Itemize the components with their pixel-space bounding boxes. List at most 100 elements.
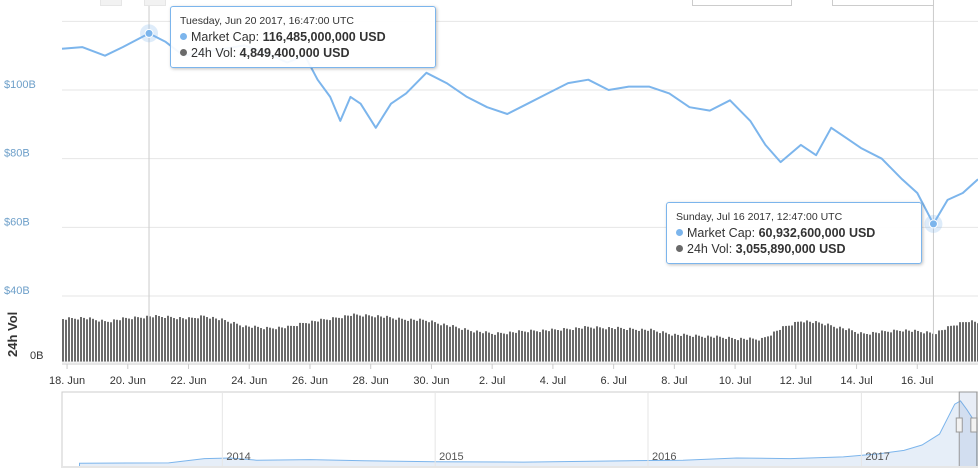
volume-bar xyxy=(494,334,496,362)
x-tick-label: 2. Jul xyxy=(479,375,505,387)
tooltip-market-cap-label: Market Cap: xyxy=(687,226,756,240)
volume-bar xyxy=(521,330,523,362)
volume-bar xyxy=(347,315,349,362)
volume-bar xyxy=(344,315,346,362)
volume-dot-icon xyxy=(676,245,683,252)
volume-bar xyxy=(209,318,211,362)
volume-bar xyxy=(686,334,688,362)
volume-bar xyxy=(191,317,193,362)
volume-bar xyxy=(86,319,88,362)
volume-bar xyxy=(590,327,592,362)
volume-bar xyxy=(734,339,736,362)
volume-bar xyxy=(818,322,820,362)
volume-bar xyxy=(485,331,487,362)
volume-bar xyxy=(425,320,427,362)
volume-bar xyxy=(581,328,583,362)
volume-bar xyxy=(68,317,70,362)
volume-bar xyxy=(284,328,286,362)
range-button[interactable] xyxy=(100,0,122,6)
volume-bar xyxy=(947,326,949,362)
x-tick-label: 8. Jul xyxy=(661,375,687,387)
date-from-input[interactable] xyxy=(692,0,792,6)
volume-bar xyxy=(302,322,304,362)
volume-bar xyxy=(461,329,463,362)
volume-bar xyxy=(185,319,187,362)
tooltip-jun-20: Tuesday, Jun 20 2017, 16:47:00 UTC Marke… xyxy=(170,6,436,68)
volume-bar xyxy=(476,330,478,362)
volume-bar xyxy=(641,328,643,362)
volume-bar xyxy=(929,332,931,362)
volume-bar xyxy=(827,323,829,362)
volume-bar xyxy=(125,317,127,362)
volume-bar xyxy=(260,328,262,362)
date-to-input[interactable] xyxy=(832,0,934,6)
volume-bar xyxy=(275,329,277,362)
volume-bar xyxy=(200,315,202,362)
volume-bar xyxy=(65,319,67,362)
volume-bar xyxy=(563,328,565,362)
volume-bar xyxy=(533,330,535,362)
volume-bar xyxy=(299,322,301,362)
volume-bar xyxy=(938,330,940,362)
volume-bar xyxy=(221,318,223,362)
volume-bar xyxy=(653,330,655,362)
volume-bar xyxy=(812,323,814,362)
volume-bar xyxy=(527,332,529,362)
volume-bar xyxy=(896,330,898,362)
market-cap-dot-icon xyxy=(180,33,187,40)
volume-bar xyxy=(893,329,895,362)
tooltip-vol-value: 4,849,400,000 USD xyxy=(239,46,350,60)
volume-bar xyxy=(503,333,505,362)
volume-bar xyxy=(368,315,370,362)
navigator-year-label: 2014 xyxy=(226,451,250,463)
volume-bar xyxy=(383,317,385,362)
volume-bar xyxy=(695,334,697,362)
volume-bar xyxy=(269,327,271,362)
navigator-year-label: 2015 xyxy=(439,451,463,463)
volume-bar xyxy=(416,320,418,362)
tooltip-vol-value: 3,055,890,000 USD xyxy=(735,242,846,256)
volume-bar xyxy=(707,335,709,362)
volume-bar xyxy=(731,337,733,362)
volume-bar xyxy=(365,314,367,362)
volume-bar xyxy=(542,329,544,362)
volume-bar xyxy=(101,319,103,362)
navigator-area xyxy=(79,400,978,469)
volume-bar xyxy=(164,317,166,362)
volume-bar xyxy=(644,329,646,362)
volume-bar xyxy=(395,319,397,362)
volume-bar xyxy=(71,318,73,362)
tooltip-vol-label: 24h Vol: xyxy=(687,242,733,256)
volume-bar xyxy=(770,335,772,362)
volume-bar xyxy=(377,315,379,362)
volume-bar xyxy=(911,331,913,362)
volume-bar xyxy=(833,326,835,362)
volume-bar xyxy=(575,327,577,362)
volume-bar xyxy=(569,329,571,362)
volume-bar xyxy=(155,315,157,362)
volume-bar xyxy=(863,333,865,362)
volume-bar xyxy=(953,325,955,362)
tooltip-date: Tuesday, Jun 20 2017, 16:47:00 UTC xyxy=(180,15,354,27)
volume-bar xyxy=(665,332,667,362)
volume-bar xyxy=(320,318,322,362)
volume-bar xyxy=(737,340,739,362)
volume-bar xyxy=(314,321,316,362)
volume-bar xyxy=(440,325,442,362)
volume-bar xyxy=(308,323,310,362)
volume-bar xyxy=(647,330,649,362)
x-tick-label: 14. Jul xyxy=(840,375,872,387)
volume-bar xyxy=(290,325,292,362)
volume-bar xyxy=(239,325,241,362)
tooltip-vol-row: 24h Vol: 4,849,400,000 USD xyxy=(180,45,426,61)
volume-bar xyxy=(401,318,403,362)
volume-bar xyxy=(683,333,685,362)
navigator-handle-left[interactable] xyxy=(955,417,963,433)
range-button[interactable] xyxy=(144,0,166,6)
volume-bar xyxy=(632,328,634,362)
volume-bar xyxy=(272,328,274,362)
navigator-handle-right[interactable] xyxy=(970,417,978,433)
volume-bar xyxy=(851,330,853,362)
volume-bar xyxy=(329,320,331,362)
